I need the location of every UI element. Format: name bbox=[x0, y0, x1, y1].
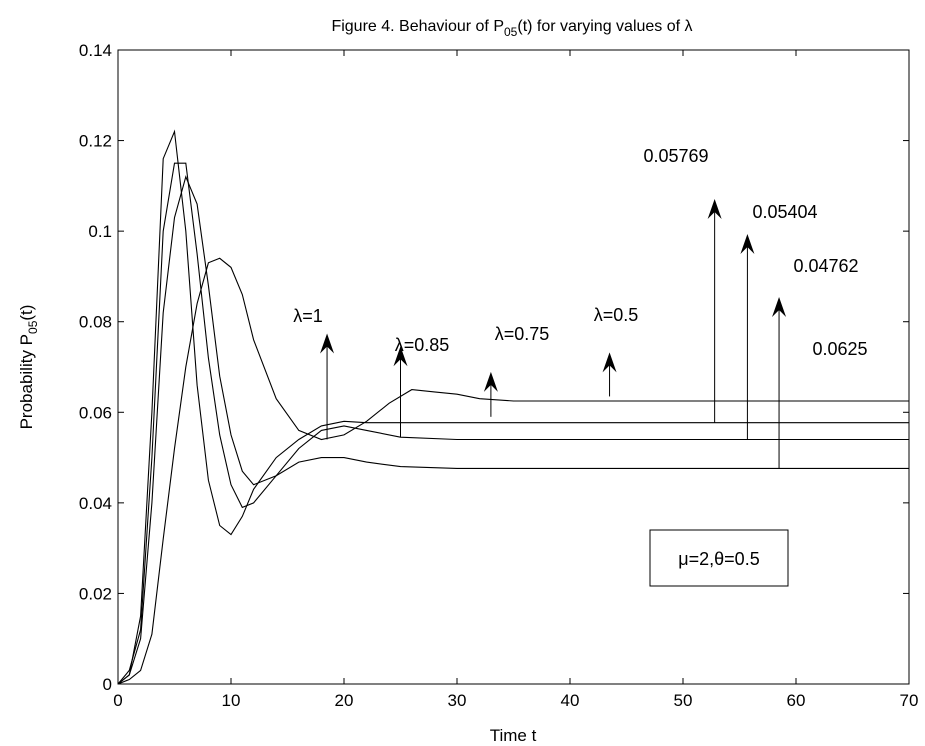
x-tick-label: 70 bbox=[900, 691, 919, 710]
value-label: 0.05769 bbox=[643, 146, 708, 166]
series-line-3 bbox=[117, 175, 909, 685]
lambda-label: λ=1 bbox=[293, 306, 323, 326]
y-tick-label: 0.08 bbox=[79, 313, 112, 332]
lambda-arrow-2-head bbox=[393, 346, 408, 367]
value-arrow-1-head bbox=[707, 199, 722, 219]
value-label: 0.05404 bbox=[752, 202, 817, 222]
x-tick-label: 60 bbox=[787, 691, 806, 710]
y-axis-label: Probability P05(t) bbox=[17, 305, 40, 430]
series-line-2 bbox=[117, 162, 909, 685]
y-tick-label: 0.02 bbox=[79, 584, 112, 603]
lambda-label: λ=0.5 bbox=[594, 305, 639, 325]
lambda-arrow-4-head bbox=[602, 352, 617, 373]
value-label: 0.04762 bbox=[793, 256, 858, 276]
y-tick-label: 0.1 bbox=[88, 222, 112, 241]
series-line-4 bbox=[117, 257, 909, 685]
x-tick-label: 50 bbox=[674, 691, 693, 710]
lambda-arrow-1-head bbox=[320, 333, 335, 354]
plot-frame bbox=[117, 49, 910, 685]
x-tick-label: 30 bbox=[448, 691, 467, 710]
y-tick-label: 0.06 bbox=[79, 403, 112, 422]
series-line-1 bbox=[117, 129, 909, 685]
annotation-group: λ=1 λ=0.85 λ=0.75 λ=0.5 0.05769 0.05404 0.0476… bbox=[293, 146, 868, 469]
series-group bbox=[117, 129, 909, 685]
lambda-label: λ=0.75 bbox=[495, 324, 550, 344]
chart-title: Figure 4. Behaviour of P05(t) for varyin… bbox=[331, 18, 692, 39]
x-tick-label: 0 bbox=[113, 691, 122, 710]
y-tick-label: 0.12 bbox=[79, 132, 112, 151]
x-tick-label: 20 bbox=[335, 691, 354, 710]
y-tick-label: 0.14 bbox=[79, 41, 112, 60]
x-axis-label: Time t bbox=[490, 726, 537, 745]
lambda-label: λ=0.85 bbox=[395, 335, 450, 355]
value-label: 0.0625 bbox=[812, 339, 867, 359]
value-arrow-3-head bbox=[772, 297, 787, 317]
y-tick-label: 0 bbox=[103, 675, 112, 694]
param-box bbox=[649, 529, 789, 587]
x-tick-label: 10 bbox=[222, 691, 241, 710]
tick-group: 0 10 20 30 40 50 60 70 0 0.02 0.04 0.06 0.08 0.1 0.12 0… bbox=[79, 41, 919, 710]
y-tick-label: 0.04 bbox=[79, 494, 112, 513]
x-tick-label: 40 bbox=[561, 691, 580, 710]
param-box-text: μ=2,θ=0.5 bbox=[678, 549, 759, 569]
lambda-arrow-3-head bbox=[483, 371, 498, 392]
value-arrow-2-head bbox=[740, 234, 755, 254]
